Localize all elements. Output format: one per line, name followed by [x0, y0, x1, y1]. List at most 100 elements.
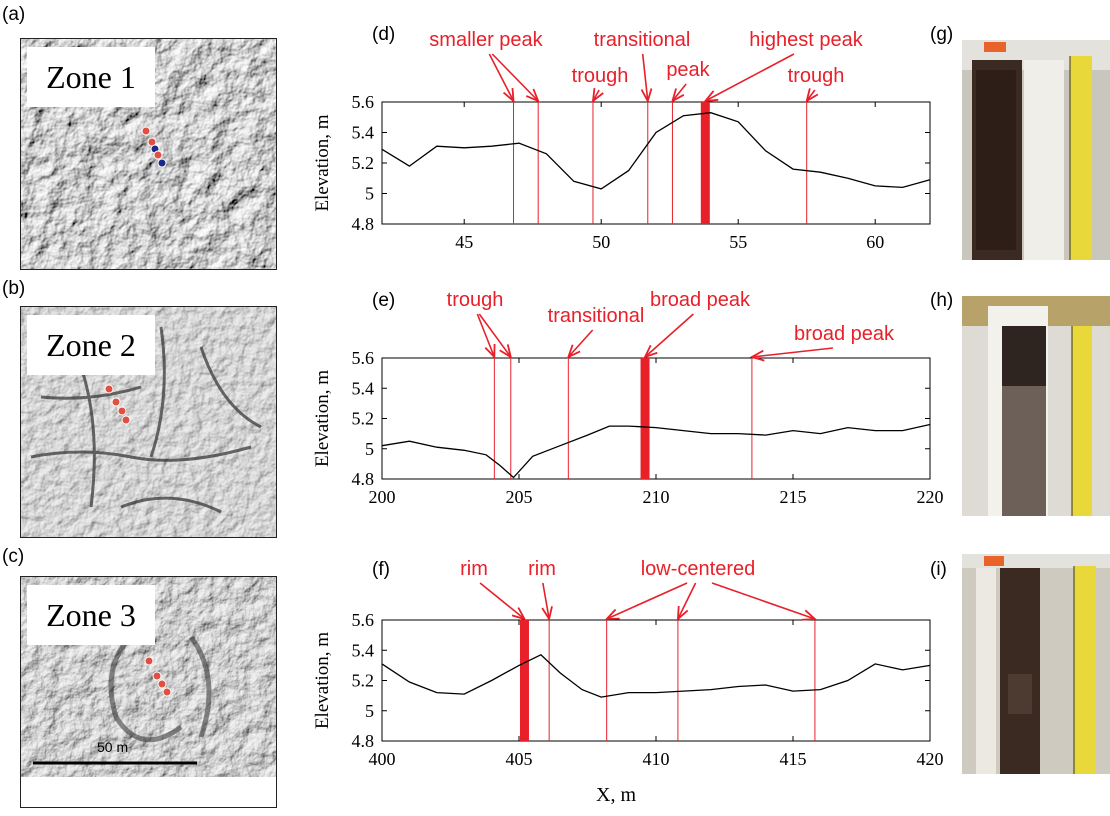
annotation-arrow: [751, 347, 834, 358]
x-tick-label: 400: [369, 749, 396, 769]
y-axis-label: Elevation, m: [312, 632, 333, 729]
x-tick-label: 55: [729, 232, 747, 252]
zone-label: Zone 3: [27, 585, 155, 645]
soil-core-photo-g: [962, 40, 1110, 260]
panel-label-a: (a): [2, 4, 26, 25]
scale-bar-label: 50 m: [97, 739, 129, 755]
annotation-arrow: [677, 582, 697, 620]
sample-location-marker-bold: [640, 358, 650, 479]
y-tick-label: 5: [365, 184, 374, 204]
annotation-label: peak: [666, 59, 710, 81]
annotation-arrow: [711, 582, 816, 620]
x-tick-label: 200: [369, 487, 396, 507]
sample-point: [117, 406, 127, 416]
y-tick-label: 5: [365, 701, 374, 721]
annotation-arrow: [542, 582, 550, 620]
annotation-arrow: [491, 53, 539, 102]
annotation-arrow: [644, 313, 694, 358]
annotation-arrow: [641, 53, 649, 102]
annotation-arrowhead: [703, 90, 719, 103]
hillshade-image-zone3: Zone 3 50 m: [20, 576, 277, 808]
zone-label: Zone 2: [27, 315, 155, 375]
y-tick-label: 5.2: [352, 409, 375, 429]
annotation-arrow: [476, 313, 496, 358]
shared-x-axis-label: X, m: [596, 784, 636, 806]
y-tick-label: 5.6: [352, 92, 375, 112]
y-tick-label: 5.4: [352, 640, 375, 660]
annotation-arrowhead: [541, 606, 553, 622]
elevation-profile-line: [381, 112, 931, 190]
profile-chart-(d): 45 50 55 60 4.8 5 5.2 5.4 5.6 Elevation, m smaller…: [312, 29, 931, 252]
annotation-arrow: [606, 582, 688, 620]
annotation-label: rim: [460, 558, 488, 580]
annotation-arrow: [567, 329, 594, 358]
annotation-arrowhead: [676, 605, 689, 622]
y-axis-label: Elevation, m: [312, 370, 333, 467]
zone-label: Zone 1: [27, 47, 155, 107]
annotation-arrow: [478, 313, 512, 358]
annotation-label: trough: [572, 65, 629, 87]
annotation-arrowhead: [484, 343, 496, 360]
panel-label-g: (g): [930, 24, 954, 45]
annotation-label: transitional: [594, 29, 691, 51]
annotation-label: highest peak: [749, 29, 863, 51]
annotation-arrow: [488, 53, 515, 102]
y-tick-label: 5.6: [352, 348, 375, 368]
annotation-label: trough: [447, 289, 504, 311]
sample-point: [111, 397, 121, 407]
y-tick-label: 5.4: [352, 378, 375, 398]
y-tick-label: 5.2: [352, 153, 375, 173]
sample-location-marker-bold: [700, 102, 710, 224]
annotation-arrow: [479, 582, 525, 620]
elevation-profile-line: [381, 654, 931, 698]
sample-point: [141, 126, 151, 136]
annotation-arrowhead: [511, 607, 527, 621]
soil-core-photo-i: [962, 554, 1110, 774]
annotation-arrowhead: [499, 344, 513, 359]
y-tick-label: 5: [365, 439, 374, 459]
annotation-arrow: [704, 53, 795, 102]
elevation-profile-line: [381, 423, 931, 479]
x-tick-label: 415: [780, 749, 807, 769]
plot-frame: [381, 357, 931, 480]
sample-point: [152, 671, 162, 681]
x-tick-label: 420: [917, 749, 944, 769]
profile-chart-(f): 400 405 410 415 420 4.8 5 5.2 5.4 5.6 Elevation, m…: [312, 558, 944, 769]
annotation-label: broad peak: [650, 289, 751, 311]
x-tick-label: 205: [506, 487, 533, 507]
sample-point: [104, 384, 114, 394]
y-axis-label: Elevation, m: [312, 114, 333, 211]
annotation-arrowhead: [566, 344, 581, 359]
annotation-arrowhead: [604, 608, 620, 620]
panel-label-d: (d): [372, 24, 396, 45]
profile-chart-(e): 200 205 210 215 220 4.8 5 5.2 5.4 5.6 Elevation, m…: [312, 289, 944, 507]
annotation-arrowhead: [749, 349, 765, 362]
y-tick-label: 5.6: [352, 610, 375, 630]
annotation-arrowhead: [643, 344, 658, 359]
plot-frame: [381, 101, 931, 225]
annotation-arrowhead: [640, 88, 653, 104]
hillshade-image-zone1: Zone 1: [20, 38, 277, 270]
sample-point: [157, 679, 167, 689]
panel-label-b: (b): [2, 278, 26, 299]
x-tick-label: 405: [506, 749, 533, 769]
annotation-label: transitional: [548, 305, 645, 327]
annotation-arrowhead: [591, 87, 604, 104]
x-tick-label: 215: [780, 487, 807, 507]
x-tick-label: 210: [643, 487, 670, 507]
panel-label-e: (e): [372, 290, 396, 311]
sample-point: [144, 656, 154, 666]
sample-point: [121, 415, 131, 425]
y-tick-label: 4.8: [352, 731, 375, 751]
annotation-arrowhead: [801, 609, 818, 621]
panel-label-i: (i): [930, 559, 947, 580]
annotation-label: low-centered: [641, 558, 756, 580]
x-tick-label: 220: [917, 487, 944, 507]
annotation-arrow: [671, 83, 687, 102]
annotation-arrowhead: [525, 88, 540, 103]
y-tick-label: 4.8: [352, 214, 375, 234]
sample-point: [162, 687, 172, 697]
x-tick-label: 60: [866, 232, 884, 252]
x-tick-label: 410: [643, 749, 670, 769]
